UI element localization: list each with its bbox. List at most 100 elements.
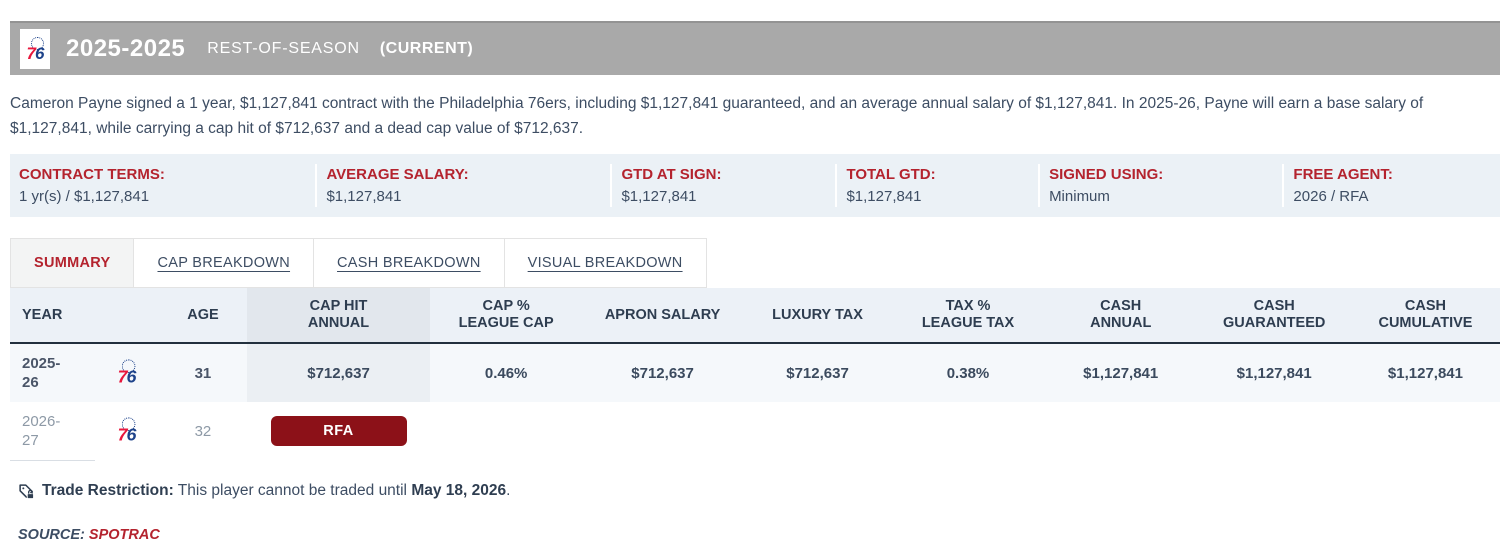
rfa-badge: RFA <box>270 416 407 447</box>
logo-digit-6: 6 <box>126 424 137 445</box>
tab-visual-breakdown[interactable]: VISUAL BREAKDOWN <box>503 239 706 287</box>
logo-digit-7: 7 <box>118 424 128 445</box>
sixers-logo-icon[interactable]: 76 <box>118 417 137 445</box>
trade-restriction-label: Trade Restriction: <box>42 482 174 499</box>
salary-table: YEAR AGE CAP HIT ANNUAL CAP % LEAGUE CAP A… <box>10 288 1500 461</box>
trade-restriction-body: This player cannot be traded until <box>173 482 412 499</box>
source-line: SOURCE: SPOTRAC <box>10 527 1500 543</box>
header-apron-salary: APRON SALARY <box>604 306 721 323</box>
header-line2: LEAGUE CAP <box>458 315 554 331</box>
breakdown-tabs: SUMMARY CAP BREAKDOWN CASH BREAKDOWN VIS… <box>10 238 707 288</box>
source-link-spotrac[interactable]: SPOTRAC <box>88 527 160 543</box>
header-cash-annual: CASH ANNUAL <box>1044 288 1197 343</box>
header-line2: ANNUAL <box>307 315 370 331</box>
header-line1: CAP HIT <box>309 298 368 314</box>
term-label: SIGNED USING: <box>1049 166 1164 183</box>
cash-cumulative-cell <box>1351 402 1500 461</box>
logo-digit-7: 7 <box>26 43 37 63</box>
contract-summary-text: Cameron Payne signed a 1 year, $1,127,84… <box>10 95 1424 137</box>
logo-digit-7: 7 <box>118 366 128 387</box>
year-value: 2026-27 <box>22 413 61 449</box>
term-average-salary: AVERAGE SALARY: $1,127,841 <box>315 164 610 207</box>
header-line2: CUMULATIVE <box>1378 315 1473 331</box>
header-year: YEAR <box>22 306 63 323</box>
year-value: 2025-26 <box>22 355 61 391</box>
header-cap-hit: CAP HIT ANNUAL <box>246 288 431 343</box>
term-free-agent: FREE AGENT: 2026 / RFA <box>1282 164 1500 207</box>
term-label: CONTRACT TERMS: <box>19 166 165 183</box>
cash-annual-cell: $1,127,841 <box>1083 364 1159 382</box>
header-age: AGE <box>187 306 219 323</box>
sixers-stars-ring-icon <box>30 36 44 50</box>
term-label: FREE AGENT: <box>1293 166 1393 183</box>
season-status-badge: (CURRENT) <box>379 40 474 57</box>
term-label: TOTAL GTD: <box>846 166 936 183</box>
trade-restriction-text: Trade Restriction: This player cannot be… <box>42 482 510 500</box>
term-total-gtd: TOTAL GTD: $1,127,841 <box>835 164 1038 207</box>
term-value: $1,127,841 <box>326 188 402 205</box>
cash-cumulative-cell: $1,127,841 <box>1387 364 1463 382</box>
header-luxury-tax: LUXURY TAX <box>772 306 863 323</box>
header-line2: ANNUAL <box>1090 315 1152 331</box>
trade-restriction-date: May 18, 2026 <box>411 482 507 499</box>
header-tax-pct: TAX % LEAGUE TAX <box>892 288 1044 343</box>
term-value: $1,127,841 <box>621 188 697 205</box>
sixers-logo-icon: 76 <box>26 36 45 63</box>
header-line1: TAX % <box>945 298 991 314</box>
header-line2: LEAGUE TAX <box>921 315 1015 331</box>
header-line1: CAP % <box>482 298 530 314</box>
header-line1: CASH <box>1100 298 1142 314</box>
tab-cash-breakdown[interactable]: CASH BREAKDOWN <box>313 239 504 287</box>
table-row-2026-27: 2026-27 76 32 RFA <box>10 402 1500 461</box>
cap-pct-cell: 0.46% <box>484 364 528 382</box>
year-cell: 2025-26 <box>10 343 95 402</box>
year-cell: 2026-27 <box>10 402 95 461</box>
table-row-2025-26: 2025-26 76 31 $712,637 0.46% $712,637 $7… <box>10 343 1500 402</box>
team-cell: 76 <box>95 402 159 461</box>
logo-digit-6: 6 <box>35 43 45 63</box>
logo-digit-6: 6 <box>126 366 137 387</box>
cap-hit-cell: $712,637 <box>246 343 431 402</box>
cash-guaranteed-cell <box>1197 402 1350 461</box>
tab-cap-breakdown[interactable]: CAP BREAKDOWN <box>133 239 314 287</box>
team-cell: 76 <box>95 343 159 402</box>
tax-pct-cell: 0.38% <box>946 364 990 382</box>
age-cell: 31 <box>194 364 212 382</box>
table-header-row: YEAR AGE CAP HIT ANNUAL CAP % LEAGUE CAP A… <box>10 288 1500 343</box>
term-signed-using: SIGNED USING: Minimum <box>1038 164 1282 207</box>
tab-summary[interactable]: SUMMARY <box>11 239 134 287</box>
cap-pct-cell <box>430 402 582 461</box>
trade-restriction-period: . <box>506 482 511 499</box>
header-team <box>95 288 159 343</box>
term-label: AVERAGE SALARY: <box>326 166 469 183</box>
cash-guaranteed-cell: $1,127,841 <box>1236 364 1312 382</box>
season-type-label: REST-OF-SEASON <box>207 40 360 57</box>
apron-salary-cell: $712,637 <box>631 364 694 382</box>
term-value: Minimum <box>1049 188 1110 205</box>
header-cash-cumulative: CASH CUMULATIVE <box>1351 288 1500 343</box>
header-line1: CASH <box>1404 298 1446 314</box>
header-cap-pct: CAP % LEAGUE CAP <box>430 288 582 343</box>
header-line2: GUARANTEED <box>1223 315 1326 331</box>
rfa-cell: RFA <box>247 402 430 461</box>
term-gtd-at-sign: GTD AT SIGN: $1,127,841 <box>610 164 835 207</box>
luxury-tax-cell: $712,637 <box>786 364 849 382</box>
tag-lock-icon <box>18 483 35 500</box>
luxury-tax-cell <box>743 402 892 461</box>
term-value: 1 yr(s) / $1,127,841 <box>19 188 150 205</box>
trade-restriction-note: Trade Restriction: This player cannot be… <box>10 482 1500 500</box>
sixers-logo-icon[interactable]: 76 <box>118 359 137 387</box>
term-contract-terms: CONTRACT TERMS: 1 yr(s) / $1,127,841 <box>10 164 315 207</box>
cash-annual-cell <box>1044 402 1197 461</box>
term-value: $1,127,841 <box>846 188 922 205</box>
contract-terms-strip: CONTRACT TERMS: 1 yr(s) / $1,127,841 AVE… <box>10 154 1500 217</box>
team-logo-box: 76 <box>20 29 50 69</box>
season-title: 2025-2025 <box>66 35 186 62</box>
apron-salary-cell <box>582 402 743 461</box>
header-line1: CASH <box>1253 298 1295 314</box>
season-header-bar: 76 2025-2025 REST-OF-SEASON (CURRENT) <box>10 21 1500 75</box>
source-label: SOURCE: <box>18 527 85 543</box>
term-label: GTD AT SIGN: <box>621 166 722 183</box>
sixers-stars-ring-icon <box>122 417 136 432</box>
